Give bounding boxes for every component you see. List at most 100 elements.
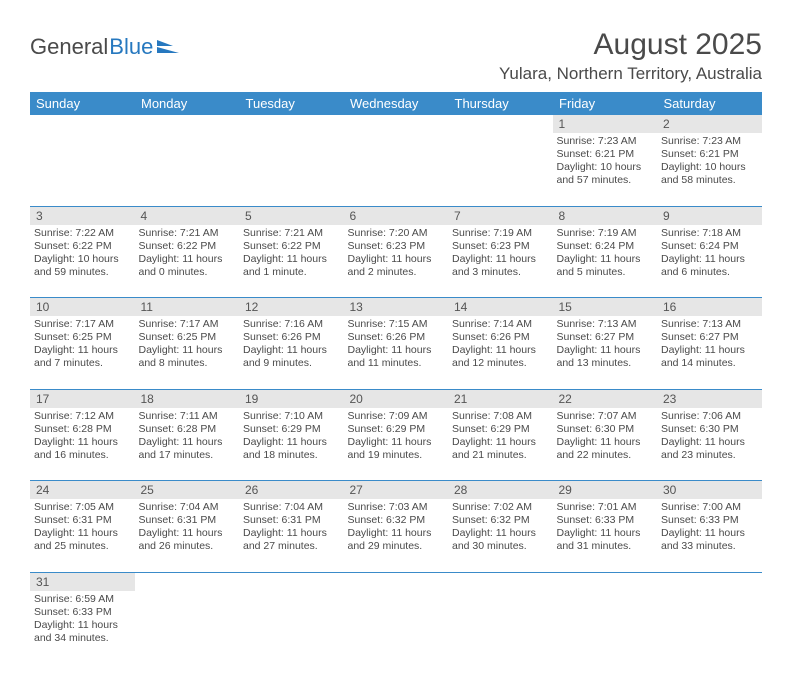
content-row: Sunrise: 7:17 AMSunset: 6:25 PM Daylight:… bbox=[30, 316, 762, 389]
day-sunset: Sunset: 6:29 PM bbox=[348, 423, 445, 436]
day-day1: Daylight: 11 hours bbox=[348, 527, 445, 540]
day-sunrise: Sunrise: 7:23 AM bbox=[557, 135, 654, 148]
day-day2: and 19 minutes. bbox=[348, 449, 445, 462]
day-day2: and 57 minutes. bbox=[557, 174, 654, 187]
day-sunrise: Sunrise: 7:01 AM bbox=[557, 501, 654, 514]
day-day1: Daylight: 11 hours bbox=[557, 344, 654, 357]
day-number-cell: 30 bbox=[657, 481, 762, 500]
day-sunset: Sunset: 6:22 PM bbox=[139, 240, 236, 253]
day-day1: Daylight: 11 hours bbox=[139, 253, 236, 266]
day-cell: Sunrise: 7:20 AMSunset: 6:23 PMDaylight:… bbox=[344, 225, 449, 298]
header: GeneralBlue August 2025 Yulara, Northern… bbox=[30, 28, 762, 84]
day-day2: and 9 minutes. bbox=[243, 357, 340, 370]
day-sunset: Sunset: 6:29 PM bbox=[452, 423, 549, 436]
day-sunset: Sunset: 6:30 PM bbox=[661, 423, 758, 436]
day-day2: and 0 minutes. bbox=[139, 266, 236, 279]
day-number-cell bbox=[448, 115, 553, 133]
day-number-cell bbox=[239, 572, 344, 591]
day-number-cell: 28 bbox=[448, 481, 553, 500]
weekday-header: Friday bbox=[553, 92, 658, 115]
day-sunrise: Sunrise: 7:23 AM bbox=[661, 135, 758, 148]
day-sunset: Sunset: 6:31 PM bbox=[34, 514, 131, 527]
day-number-cell: 13 bbox=[344, 298, 449, 317]
day-number-cell: 24 bbox=[30, 481, 135, 500]
day-number-cell: 16 bbox=[657, 298, 762, 317]
day-sunrise: Sunrise: 7:04 AM bbox=[139, 501, 236, 514]
day-day1: Daylight: 11 hours bbox=[661, 344, 758, 357]
day-sunset: Sunset: 6:21 PM bbox=[557, 148, 654, 161]
day-sunset: Sunset: 6:26 PM bbox=[243, 331, 340, 344]
day-cell: Sunrise: 7:02 AMSunset: 6:32 PMDaylight:… bbox=[448, 499, 553, 572]
day-cell: Sunrise: 7:11 AMSunset: 6:28 PMDaylight:… bbox=[135, 408, 240, 481]
day-cell: Sunrise: 7:10 AMSunset: 6:29 PMDaylight:… bbox=[239, 408, 344, 481]
weekday-header: Thursday bbox=[448, 92, 553, 115]
day-number-cell: 6 bbox=[344, 206, 449, 225]
day-day2: and 6 minutes. bbox=[661, 266, 758, 279]
day-day1: Daylight: 11 hours bbox=[661, 253, 758, 266]
day-number-cell bbox=[553, 572, 658, 591]
day-cell: Sunrise: 7:21 AMSunset: 6:22 PMDaylight:… bbox=[135, 225, 240, 298]
day-sunrise: Sunrise: 7:13 AM bbox=[661, 318, 758, 331]
day-day2: and 2 minutes. bbox=[348, 266, 445, 279]
day-cell: Sunrise: 7:17 AMSunset: 6:25 PMDaylight:… bbox=[135, 316, 240, 389]
day-sunrise: Sunrise: 7:09 AM bbox=[348, 410, 445, 423]
day-day1: Daylight: 11 hours bbox=[557, 527, 654, 540]
day-day1: Daylight: 11 hours bbox=[452, 344, 549, 357]
day-day2: and 8 minutes. bbox=[139, 357, 236, 370]
daynum-row: 10111213141516 bbox=[30, 298, 762, 317]
day-cell: Sunrise: 7:01 AMSunset: 6:33 PMDaylight:… bbox=[553, 499, 658, 572]
day-number-cell: 29 bbox=[553, 481, 658, 500]
daynum-row: 17181920212223 bbox=[30, 389, 762, 408]
day-cell bbox=[135, 133, 240, 206]
day-cell: Sunrise: 7:09 AMSunset: 6:29 PMDaylight:… bbox=[344, 408, 449, 481]
title-block: August 2025 Yulara, Northern Territory, … bbox=[499, 28, 762, 84]
day-day2: and 13 minutes. bbox=[557, 357, 654, 370]
logo: GeneralBlue bbox=[30, 34, 179, 60]
day-sunrise: Sunrise: 7:21 AM bbox=[139, 227, 236, 240]
daynum-row: 12 bbox=[30, 115, 762, 133]
day-day1: Daylight: 11 hours bbox=[34, 619, 131, 632]
day-day2: and 30 minutes. bbox=[452, 540, 549, 553]
weekday-header: Saturday bbox=[657, 92, 762, 115]
day-sunset: Sunset: 6:30 PM bbox=[557, 423, 654, 436]
day-sunrise: Sunrise: 7:11 AM bbox=[139, 410, 236, 423]
day-sunset: Sunset: 6:33 PM bbox=[557, 514, 654, 527]
day-number-cell bbox=[135, 572, 240, 591]
content-row: Sunrise: 6:59 AMSunset: 6:33 PMDaylight:… bbox=[30, 591, 762, 664]
weekday-header: Monday bbox=[135, 92, 240, 115]
day-sunrise: Sunrise: 7:21 AM bbox=[243, 227, 340, 240]
day-sunset: Sunset: 6:25 PM bbox=[139, 331, 236, 344]
day-day1: Daylight: 11 hours bbox=[348, 253, 445, 266]
day-number-cell: 12 bbox=[239, 298, 344, 317]
day-day2: and 16 minutes. bbox=[34, 449, 131, 462]
day-cell bbox=[553, 591, 658, 664]
day-number-cell bbox=[657, 572, 762, 591]
day-number-cell: 27 bbox=[344, 481, 449, 500]
day-cell: Sunrise: 7:13 AMSunset: 6:27 PMDaylight:… bbox=[657, 316, 762, 389]
day-day2: and 27 minutes. bbox=[243, 540, 340, 553]
day-number-cell: 9 bbox=[657, 206, 762, 225]
daynum-row: 24252627282930 bbox=[30, 481, 762, 500]
day-sunrise: Sunrise: 7:03 AM bbox=[348, 501, 445, 514]
weekday-header: Sunday bbox=[30, 92, 135, 115]
day-day1: Daylight: 11 hours bbox=[34, 436, 131, 449]
day-cell bbox=[239, 591, 344, 664]
day-day1: Daylight: 11 hours bbox=[243, 527, 340, 540]
day-day1: Daylight: 11 hours bbox=[557, 436, 654, 449]
day-cell: Sunrise: 7:18 AMSunset: 6:24 PMDaylight:… bbox=[657, 225, 762, 298]
day-number-cell bbox=[344, 572, 449, 591]
day-sunset: Sunset: 6:29 PM bbox=[243, 423, 340, 436]
day-cell: Sunrise: 7:15 AMSunset: 6:26 PMDaylight:… bbox=[344, 316, 449, 389]
day-day1: Daylight: 11 hours bbox=[348, 436, 445, 449]
day-cell: Sunrise: 7:22 AMSunset: 6:22 PMDaylight:… bbox=[30, 225, 135, 298]
day-sunrise: Sunrise: 7:17 AM bbox=[139, 318, 236, 331]
day-day2: and 1 minute. bbox=[243, 266, 340, 279]
day-number-cell bbox=[30, 115, 135, 133]
day-number-cell: 3 bbox=[30, 206, 135, 225]
day-day1: Daylight: 10 hours bbox=[661, 161, 758, 174]
day-number-cell: 1 bbox=[553, 115, 658, 133]
day-day1: Daylight: 11 hours bbox=[452, 436, 549, 449]
day-number-cell: 26 bbox=[239, 481, 344, 500]
day-number-cell bbox=[239, 115, 344, 133]
day-cell: Sunrise: 6:59 AMSunset: 6:33 PMDaylight:… bbox=[30, 591, 135, 664]
